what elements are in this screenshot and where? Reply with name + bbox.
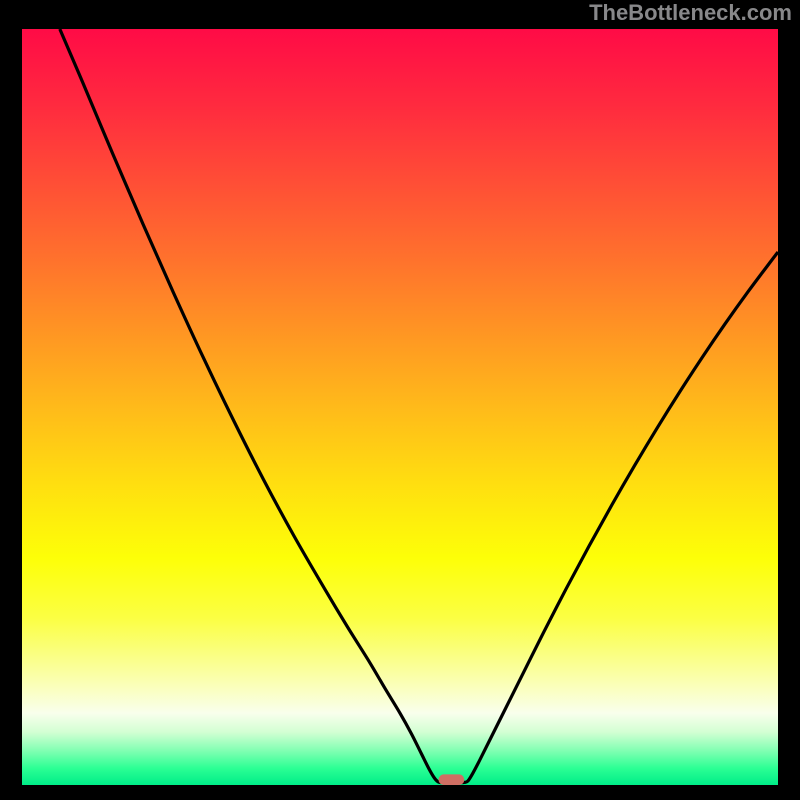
minimum-marker <box>439 774 465 785</box>
gradient-background <box>22 29 778 785</box>
chart-svg <box>0 0 800 800</box>
chart-frame: TheBottleneck.com <box>0 0 800 800</box>
watermark-text: TheBottleneck.com <box>589 0 792 26</box>
